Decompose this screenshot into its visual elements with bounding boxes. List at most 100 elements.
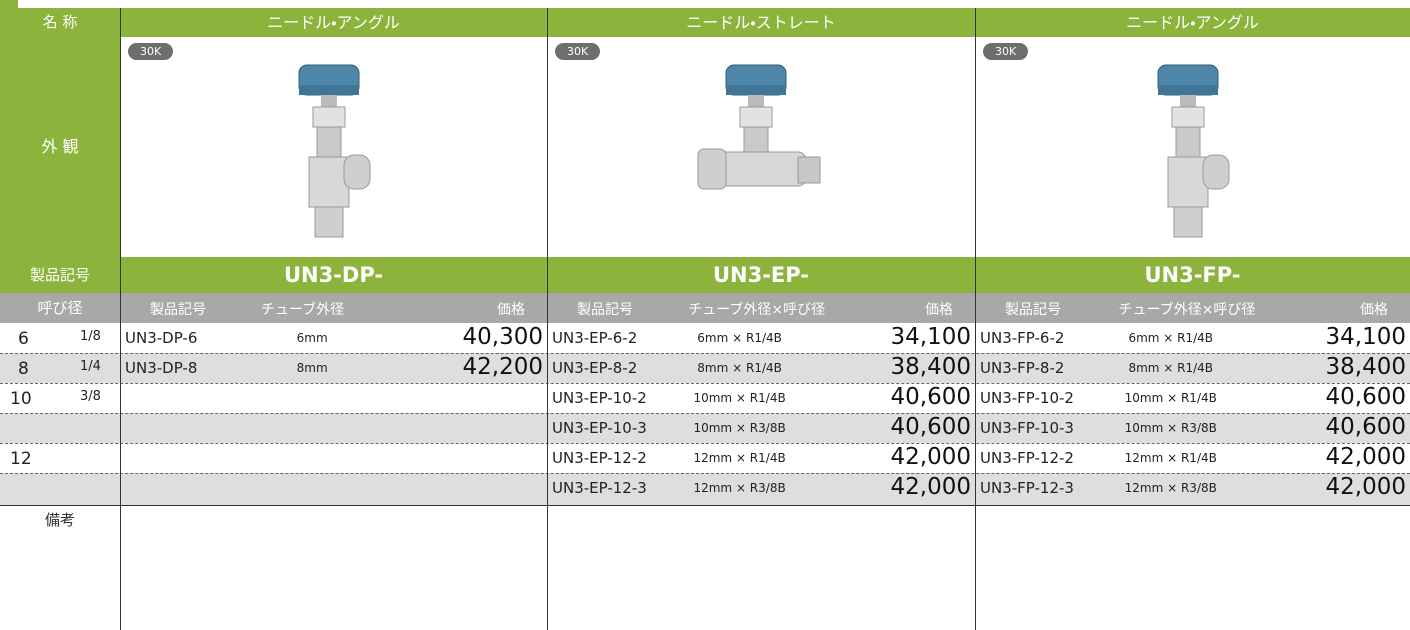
valve-image (1157, 64, 1229, 238)
size-value: 8 (18, 359, 29, 379)
column-header: 製品記号 (150, 302, 206, 318)
table-rule (0, 505, 1410, 506)
row-tube: 12mm × R1/4B (1124, 451, 1217, 465)
row-stripe (975, 413, 1410, 443)
product-image (259, 57, 409, 247)
row-separator (0, 473, 1410, 474)
code-label: 製品記号 (29, 266, 90, 284)
row-tube: 6mm (296, 331, 328, 345)
row-code: UN3-DP-8 (125, 359, 198, 377)
row-stripe (975, 473, 1410, 505)
size-fraction: 1/4 (80, 359, 101, 374)
row-separator (0, 383, 1410, 384)
row-tube: 6mm × R1/4B (1128, 331, 1214, 345)
row-stripe (547, 473, 975, 505)
row-stripe (0, 353, 120, 383)
column-header: チューブ外径×呼び径 (1118, 302, 1256, 318)
header-bg (547, 8, 975, 37)
row-code: UN3-DP-6 (125, 329, 198, 347)
size-fraction: 3/8 (80, 389, 101, 404)
header-bg (120, 8, 547, 37)
row-tube: 12mm × R3/8B (1124, 481, 1217, 495)
row-price: 42,000 (1325, 444, 1406, 470)
row-code: UN3-EP-12-3 (552, 479, 647, 497)
product-image (686, 57, 836, 247)
code-bg (120, 257, 547, 293)
subheader-bg (547, 293, 975, 323)
code-bg (0, 257, 120, 293)
row-price: 40,300 (462, 324, 543, 350)
row-tube: 6mm × R1/4B (697, 331, 782, 345)
column-header: チューブ外径 (260, 302, 345, 318)
row-code: UN3-FP-6-2 (980, 329, 1065, 347)
column-header: チューブ外径×呼び径 (688, 302, 826, 318)
column-header: 製品記号 (1005, 302, 1061, 318)
row-tube: 8mm × R1/4B (1128, 361, 1214, 375)
row-price: 34,100 (890, 324, 971, 350)
row-code: UN3-EP-12-2 (552, 449, 647, 467)
row-stripe (547, 413, 975, 443)
row-code: UN3-FP-10-3 (980, 419, 1074, 437)
row-code: UN3-EP-10-2 (552, 389, 647, 407)
column-divider (975, 8, 976, 630)
column-header: 価格 (497, 302, 525, 318)
row-tube: 8mm × R1/4B (697, 361, 782, 375)
row-stripe (547, 353, 975, 383)
pressure-badge: 30K (555, 43, 601, 60)
name-label: 名 称 (42, 13, 78, 31)
row-price: 40,600 (1325, 414, 1406, 440)
product-code: UN3-EP- (712, 263, 810, 287)
row-code: UN3-EP-10-3 (552, 419, 647, 437)
row-price: 38,400 (890, 354, 971, 380)
row-tube: 10mm × R3/8B (693, 421, 786, 435)
row-code: UN3-FP-8-2 (980, 359, 1065, 377)
code-bg (547, 257, 975, 293)
row-price: 34,100 (1325, 324, 1406, 350)
row-price: 42,000 (890, 444, 971, 470)
row-code: UN3-FP-12-3 (980, 479, 1074, 497)
row-tube: 10mm × R1/4B (1124, 391, 1217, 405)
row-stripe (0, 473, 120, 505)
label-bg (0, 37, 120, 257)
size-label: 呼び径 (37, 299, 83, 317)
row-separator (0, 353, 1410, 354)
row-code: UN3-EP-6-2 (552, 329, 638, 347)
subheader-bg (0, 293, 120, 323)
row-code: UN3-FP-12-2 (980, 449, 1074, 467)
pressure-badge: 30K (128, 43, 174, 60)
row-separator (0, 413, 1410, 414)
column-header: 製品記号 (577, 302, 633, 318)
row-tube: 10mm × R3/8B (1124, 421, 1217, 435)
code-bg (975, 257, 1410, 293)
product-name: ニードル・ストレート (686, 13, 836, 32)
column-divider (120, 8, 121, 630)
column-header: 価格 (925, 302, 953, 318)
row-price: 42,200 (462, 354, 543, 380)
row-tube: 8mm (296, 361, 328, 375)
size-value: 10 (10, 389, 32, 409)
row-stripe (120, 353, 547, 383)
appearance-label: 外 観 (41, 137, 79, 156)
row-price: 40,600 (890, 384, 971, 410)
valve-image (298, 64, 370, 238)
row-price: 42,000 (890, 474, 971, 500)
subheader-bg (975, 293, 1410, 323)
row-stripe (0, 413, 120, 443)
row-code: UN3-EP-8-2 (552, 359, 638, 377)
row-price: 40,600 (1325, 384, 1406, 410)
remarks-label: 備考 (44, 511, 75, 529)
size-value: 12 (10, 449, 32, 469)
column-header: 価格 (1360, 302, 1388, 318)
size-value: 6 (18, 329, 29, 349)
product-code: UN3-FP- (1144, 263, 1241, 287)
row-price: 42,000 (1325, 474, 1406, 500)
column-divider (547, 8, 548, 630)
product-name: ニードル・アングル (1126, 13, 1259, 32)
row-tube: 12mm × R3/8B (693, 481, 786, 495)
row-tube: 10mm × R1/4B (693, 391, 786, 405)
header-bg (0, 8, 120, 37)
size-fraction: 1/8 (80, 329, 101, 344)
product-name: ニードル・アングル (267, 13, 400, 32)
product-code: UN3-DP- (283, 263, 384, 287)
